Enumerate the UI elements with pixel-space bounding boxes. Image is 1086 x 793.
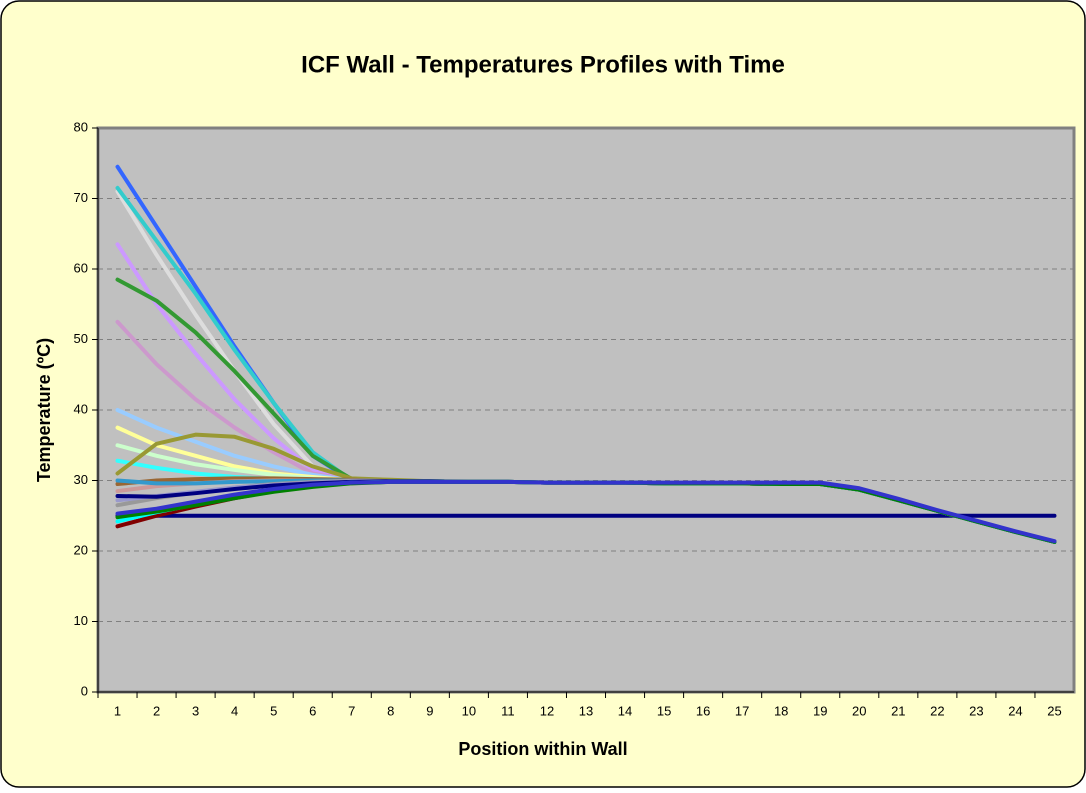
y-tick-label: 60: [74, 260, 88, 275]
x-tick-label: 14: [618, 703, 632, 718]
x-tick-label: 5: [270, 703, 277, 718]
chart-title: ICF Wall - Temperatures Profiles with Ti…: [301, 51, 785, 78]
y-tick-label: 30: [74, 472, 88, 487]
x-tick-label: 16: [696, 703, 710, 718]
x-tick-label: 6: [309, 703, 316, 718]
y-tick-label: 40: [74, 401, 88, 416]
y-axis-label: Temperature (ºC): [34, 338, 54, 482]
x-tick-label: 2: [153, 703, 160, 718]
y-tick-label: 70: [74, 190, 88, 205]
x-tick-label: 22: [930, 703, 944, 718]
y-tick-label: 50: [74, 331, 88, 346]
x-axis-label: Position within Wall: [458, 739, 627, 759]
x-tick-label: 9: [426, 703, 433, 718]
x-tick-label: 13: [579, 703, 593, 718]
x-tick-label: 4: [231, 703, 238, 718]
x-tick-label: 10: [462, 703, 476, 718]
x-tick-label: 20: [852, 703, 866, 718]
series-line: [115, 479, 1057, 544]
x-tick-label: 18: [774, 703, 788, 718]
y-tick-label: 0: [81, 683, 88, 698]
x-tick-label: 21: [891, 703, 905, 718]
x-tick-label: 12: [540, 703, 554, 718]
y-tick-label: 80: [74, 119, 88, 134]
y-tick-label: 20: [74, 542, 88, 557]
x-tick-label: 23: [969, 703, 983, 718]
x-tick-label: 25: [1047, 703, 1061, 718]
x-tick-label: 7: [348, 703, 355, 718]
x-tick-label: 19: [813, 703, 827, 718]
x-tick-label: 17: [735, 703, 749, 718]
x-tick-label: 3: [192, 703, 199, 718]
grid: [98, 127, 1074, 693]
y-tick-label: 10: [74, 613, 88, 628]
x-tick-label: 15: [657, 703, 671, 718]
x-tick-label: 24: [1008, 703, 1022, 718]
x-tick-label: 11: [501, 703, 515, 718]
x-tick-label: 1: [114, 703, 121, 718]
series-lines: [115, 164, 1057, 544]
x-tick-label: 8: [387, 703, 394, 718]
